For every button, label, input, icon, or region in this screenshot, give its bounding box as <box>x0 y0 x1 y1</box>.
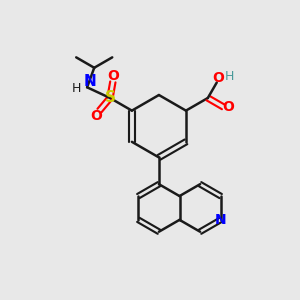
Text: O: O <box>212 71 224 85</box>
Text: H: H <box>224 70 234 83</box>
Text: N: N <box>215 213 226 227</box>
Text: N: N <box>84 74 97 89</box>
Text: S: S <box>104 91 116 106</box>
Text: O: O <box>107 69 119 83</box>
Text: H: H <box>72 82 81 95</box>
Text: O: O <box>91 110 103 124</box>
Text: O: O <box>222 100 234 114</box>
